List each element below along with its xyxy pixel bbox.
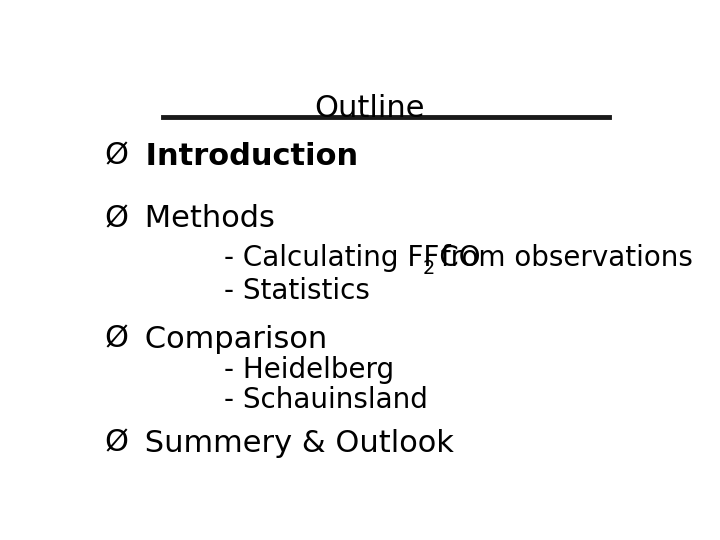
Text: Comparison: Comparison bbox=[135, 325, 327, 354]
Text: - Heidelberg: - Heidelberg bbox=[224, 356, 394, 384]
Text: from observations: from observations bbox=[432, 244, 693, 272]
Text: Methods: Methods bbox=[135, 204, 274, 233]
Text: 2: 2 bbox=[423, 259, 435, 278]
Text: Ø: Ø bbox=[104, 429, 128, 458]
Text: - Schauinsland: - Schauinsland bbox=[224, 386, 428, 414]
Text: Summery & Outlook: Summery & Outlook bbox=[135, 429, 454, 458]
Text: Ø: Ø bbox=[104, 204, 128, 233]
Text: - Calculating FFCO: - Calculating FFCO bbox=[224, 244, 480, 272]
Text: Ø: Ø bbox=[104, 142, 128, 171]
Text: Introduction: Introduction bbox=[135, 142, 358, 171]
Text: - Statistics: - Statistics bbox=[224, 278, 370, 306]
Text: Ø: Ø bbox=[104, 325, 128, 354]
Text: Outline: Outline bbox=[314, 94, 424, 123]
